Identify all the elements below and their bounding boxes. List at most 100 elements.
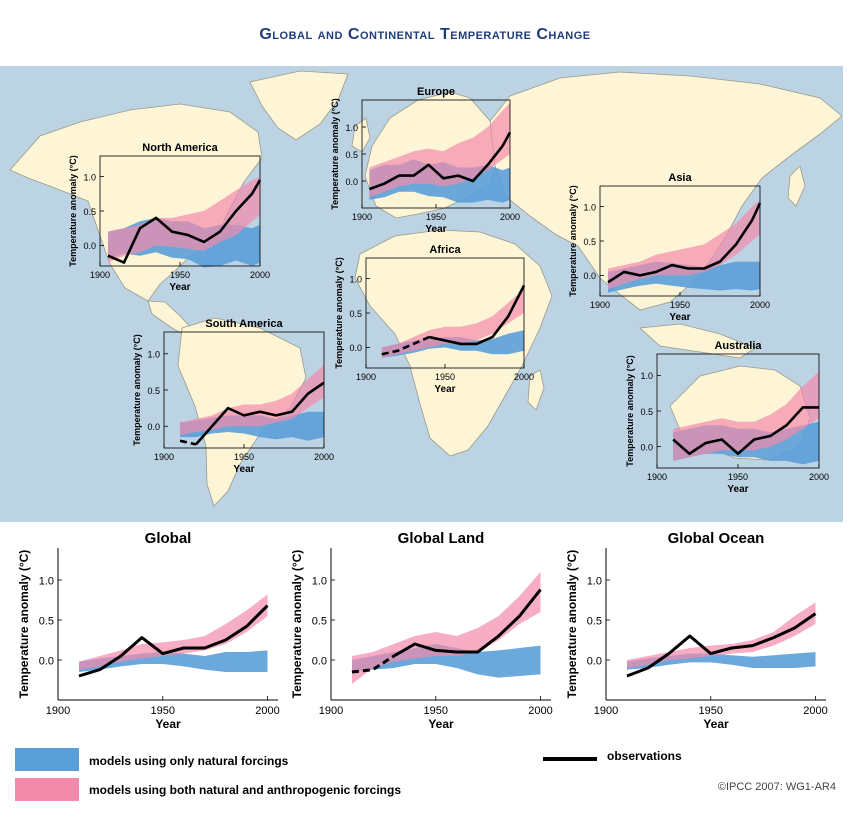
x-tick-label: 1900 bbox=[90, 270, 110, 280]
y-tick-label: 1.0 bbox=[587, 576, 602, 588]
y-axis-label: Temperature anomaly (°C) bbox=[68, 155, 78, 266]
y-tick-label: 0.0 bbox=[312, 656, 327, 668]
y-tick-label: 0.0 bbox=[345, 177, 358, 187]
x-axis-label: Year bbox=[169, 282, 190, 293]
legend-natural-swatch bbox=[15, 748, 79, 771]
anthropogenic-forcing-band bbox=[352, 572, 541, 684]
y-tick-label: 0.0 bbox=[39, 656, 54, 668]
chart-global-ocean: 0.0 0.5 1.0 1900 1950 2000 Global Ocean Year Tem… bbox=[560, 524, 835, 739]
x-tick-label: 1900 bbox=[154, 452, 174, 462]
legend-both-label: models using both natural and anthropoge… bbox=[89, 783, 402, 797]
y-axis-label: Temperature anomaly (°C) bbox=[334, 257, 344, 368]
copyright: ©IPCC 2007: WG1-AR4 bbox=[717, 781, 836, 793]
anthropogenic-forcing-band bbox=[180, 364, 324, 435]
chart-title: Global Ocean bbox=[668, 530, 765, 547]
y-axis-label: Temperature anomaly (°C) bbox=[625, 355, 635, 466]
x-tick-label: 2000 bbox=[500, 212, 520, 222]
chart-title: Global Land bbox=[398, 530, 485, 547]
anthropogenic-forcing-band bbox=[108, 176, 260, 263]
chart-africa: 0.0 0.5 1.0 1900 1950 2000 Africa Year Temperatu… bbox=[334, 244, 534, 395]
legend-both-swatch bbox=[15, 778, 79, 801]
x-tick-label: 1950 bbox=[435, 372, 455, 382]
chart-title: Africa bbox=[429, 244, 461, 256]
x-axis-label: Year bbox=[428, 717, 454, 731]
y-tick-label: 1.0 bbox=[312, 576, 327, 588]
y-tick-label: 0.5 bbox=[587, 616, 602, 628]
observations-line bbox=[626, 612, 817, 678]
chart-title: Global bbox=[145, 530, 192, 547]
x-tick-label: 2000 bbox=[255, 705, 279, 717]
y-tick-label: 1.0 bbox=[349, 274, 362, 284]
chart-europe: 0.0 0.5 1.0 1900 1950 2000 Europe Year Temperatu… bbox=[330, 86, 520, 235]
y-tick-label: 1.0 bbox=[83, 172, 96, 182]
observations-line-dashed bbox=[351, 654, 395, 674]
anthropogenic-forcing-band bbox=[673, 371, 819, 461]
y-tick-label: 0.5 bbox=[312, 616, 327, 628]
chart-australia: 0.0 0.5 1.0 1900 1950 2000 Australia Year Temper… bbox=[625, 340, 829, 495]
chart-title: Australia bbox=[714, 340, 762, 352]
y-tick-label: 1.0 bbox=[640, 371, 653, 381]
legend-observations-line bbox=[543, 757, 597, 761]
y-axis-label: Temperature anomaly (°C) bbox=[17, 550, 31, 699]
observations-line bbox=[607, 202, 762, 284]
x-tick-label: 1900 bbox=[594, 705, 618, 717]
x-tick-label: 2000 bbox=[750, 300, 770, 310]
x-tick-label: 1950 bbox=[424, 705, 448, 717]
y-axis-label: Temperature anomaly (°C) bbox=[132, 334, 142, 445]
asia-shape bbox=[489, 71, 843, 311]
uk-shape bbox=[351, 117, 371, 153]
x-axis-label: Year bbox=[434, 384, 455, 395]
x-tick-label: 1950 bbox=[426, 212, 446, 222]
x-tick-label: 1900 bbox=[319, 705, 343, 717]
chart-title: North America bbox=[142, 142, 218, 154]
x-axis-label: Year bbox=[233, 464, 254, 475]
anthropogenic-forcing-band bbox=[369, 102, 510, 198]
chart-title: Asia bbox=[668, 172, 692, 184]
y-tick-label: 0.5 bbox=[83, 207, 96, 217]
y-tick-label: 1.0 bbox=[583, 202, 596, 212]
x-tick-label: 1950 bbox=[234, 452, 254, 462]
anthropogenic-forcing-band bbox=[608, 199, 760, 290]
x-tick-label: 1950 bbox=[670, 300, 690, 310]
chart-global-land: 0.0 0.5 1.0 1900 1950 2000 Global Land Year Temp… bbox=[285, 524, 560, 739]
y-tick-label: 0.5 bbox=[39, 616, 54, 628]
x-tick-label: 1900 bbox=[647, 472, 667, 482]
y-tick-label: 1.0 bbox=[39, 576, 54, 588]
y-tick-label: 1.0 bbox=[147, 350, 160, 360]
observations-line bbox=[428, 284, 526, 346]
y-axis-label: Temperature anomaly (°C) bbox=[290, 550, 304, 699]
observations-line bbox=[672, 406, 819, 456]
x-tick-label: 1950 bbox=[699, 705, 723, 717]
y-tick-label: 0.0 bbox=[640, 442, 653, 452]
x-tick-label: 1900 bbox=[352, 212, 372, 222]
chart-south-america: 0.0 0.5 1.0 1900 1950 2000 South America Year Te… bbox=[132, 318, 334, 475]
observations-line-dashed bbox=[179, 439, 197, 446]
x-tick-label: 2000 bbox=[314, 452, 334, 462]
legend-natural-label: models using only natural forcings bbox=[89, 754, 289, 768]
page-title: Global and Continental Temperature Chang… bbox=[259, 26, 591, 43]
observations-line bbox=[195, 381, 325, 446]
chart-global: 0.0 0.5 1.0 1900 1950 2000 Global Year Temperatu… bbox=[10, 524, 285, 739]
y-tick-label: 0.0 bbox=[147, 422, 160, 432]
x-axis-label: Year bbox=[703, 717, 729, 731]
y-tick-label: 0.0 bbox=[83, 241, 96, 251]
greenland-shape bbox=[249, 70, 349, 141]
y-tick-label: 1.0 bbox=[345, 123, 358, 133]
japan-shape bbox=[787, 165, 806, 207]
y-tick-label: 0.5 bbox=[583, 237, 596, 247]
y-axis-label: Temperature anomaly (°C) bbox=[565, 550, 579, 699]
anthropogenic-forcing-band bbox=[381, 288, 524, 358]
x-tick-label: 2000 bbox=[250, 270, 270, 280]
indonesia-shape bbox=[639, 323, 756, 359]
x-axis-label: Year bbox=[155, 717, 181, 731]
y-axis-label: Temperature anomaly (°C) bbox=[568, 185, 578, 296]
x-tick-label: 1900 bbox=[46, 705, 70, 717]
x-tick-label: 1950 bbox=[170, 270, 190, 280]
chart-title: South America bbox=[205, 318, 283, 330]
y-tick-label: 0.5 bbox=[345, 150, 358, 160]
y-tick-label: 0.0 bbox=[583, 271, 596, 281]
chart-north-america: 0.0 0.5 1.0 1900 1950 2000 North America Year Te… bbox=[68, 142, 270, 293]
x-axis-label: Year bbox=[425, 224, 446, 235]
y-tick-label: 0.5 bbox=[640, 407, 653, 417]
chart-title: Europe bbox=[417, 86, 455, 98]
